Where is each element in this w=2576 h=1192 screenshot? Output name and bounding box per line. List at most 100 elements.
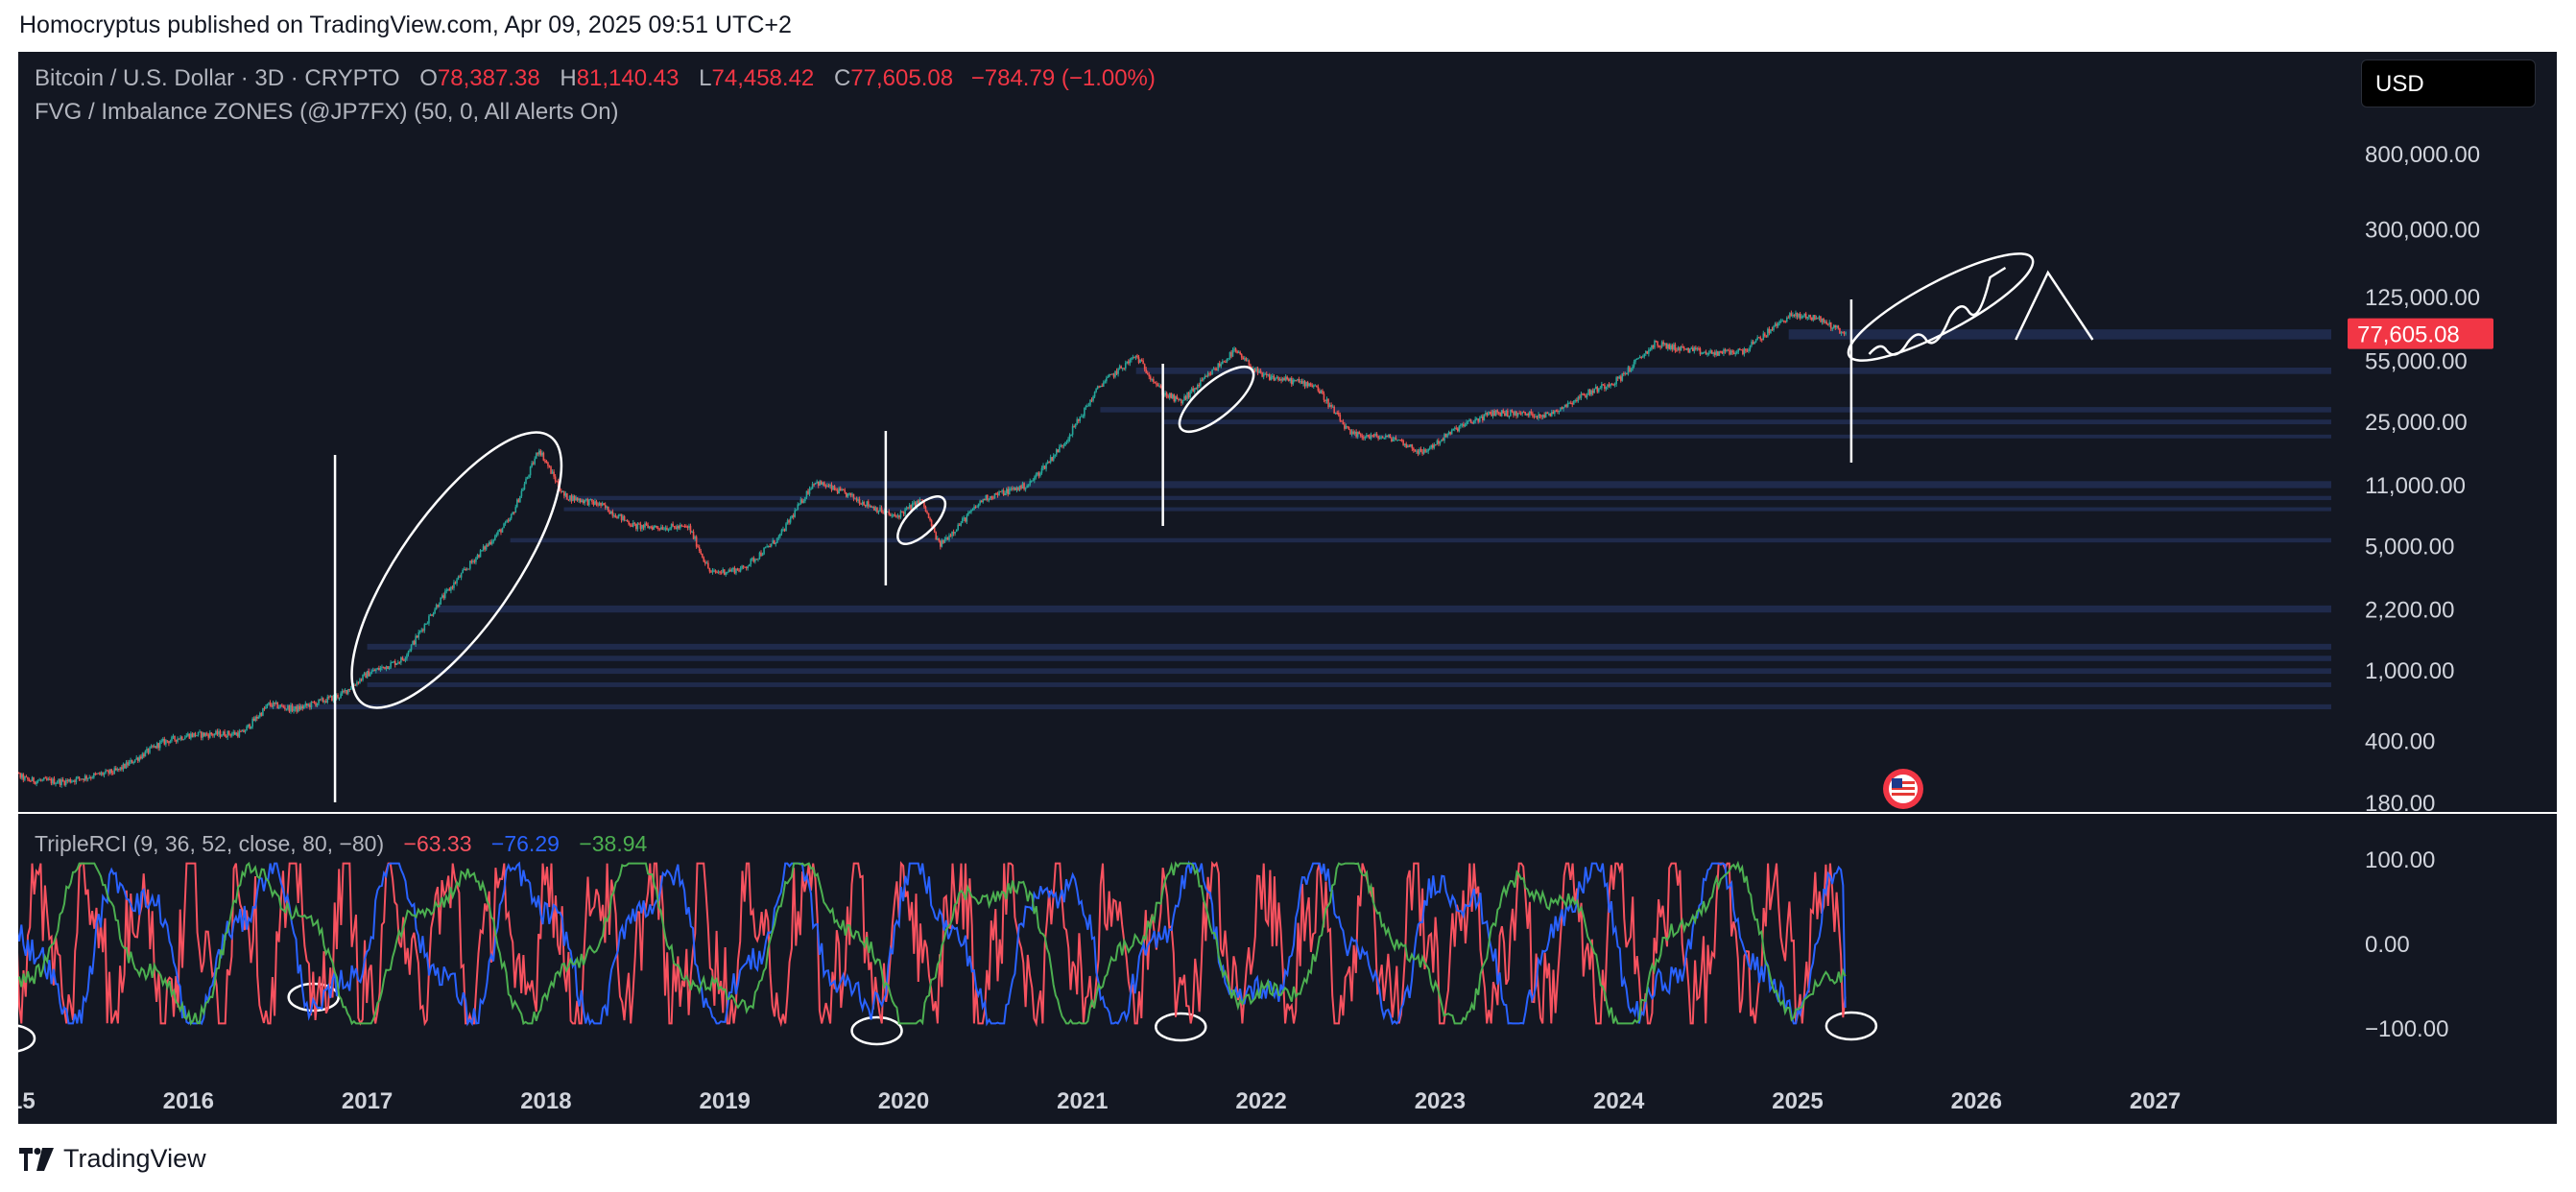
- rci-indicator-legend[interactable]: TripleRCI (9, 36, 52, close, 80, −80) −6…: [35, 831, 647, 857]
- symbol-title[interactable]: Bitcoin / U.S. Dollar · 3D · CRYPTO: [35, 65, 400, 91]
- candle: [1764, 331, 1766, 338]
- candle: [370, 669, 373, 675]
- candle: [869, 504, 871, 509]
- candle: [1419, 447, 1420, 456]
- candle: [128, 759, 131, 767]
- candle: [1117, 368, 1119, 377]
- candle: [669, 527, 671, 531]
- footer-brand[interactable]: TradingView: [19, 1144, 206, 1174]
- candle: [203, 732, 205, 737]
- candle: [1795, 310, 1797, 319]
- candle: [1410, 443, 1412, 448]
- candle: [898, 514, 900, 520]
- candle: [1610, 383, 1611, 389]
- candle: [1359, 432, 1362, 438]
- fvg-zone: [1162, 419, 2331, 425]
- candle: [1732, 349, 1735, 355]
- candle: [1405, 441, 1408, 449]
- candle: [1472, 419, 1475, 425]
- candle: [1580, 391, 1583, 400]
- candle: [1215, 367, 1218, 371]
- candle: [467, 568, 470, 570]
- candle: [642, 524, 645, 531]
- candle: [1107, 374, 1109, 378]
- candle: [451, 584, 454, 590]
- candle: [1114, 370, 1116, 379]
- candle: [1013, 486, 1015, 491]
- candle: [860, 502, 862, 505]
- candle: [1679, 346, 1681, 354]
- candle: [1673, 342, 1675, 351]
- candle: [213, 732, 216, 738]
- candle: [990, 495, 991, 500]
- fvg-zone: [1350, 434, 2331, 439]
- candle: [294, 705, 297, 712]
- candle: [1577, 395, 1580, 403]
- candle: [622, 514, 624, 522]
- candle: [579, 497, 582, 504]
- candle: [1322, 389, 1324, 394]
- candle: [584, 498, 587, 502]
- projection-squiggle: [1868, 266, 2007, 356]
- candle: [202, 731, 203, 741]
- candle: [463, 566, 465, 571]
- candle: [776, 537, 778, 544]
- candle: [478, 554, 480, 559]
- candle: [221, 733, 223, 737]
- candle: [886, 511, 889, 513]
- candle: [1438, 438, 1440, 446]
- candle: [965, 516, 966, 523]
- rci-tick-label: 100.00: [2365, 847, 2435, 873]
- rci-name[interactable]: TripleRCI (9, 36, 52, close, 80, −80): [35, 831, 385, 856]
- candle: [1789, 312, 1791, 320]
- chart-canvas[interactable]: 2,000,000.00800,000.00300,000.00125,000.…: [18, 52, 2557, 1124]
- candle: [777, 535, 780, 540]
- currency-button[interactable]: USD: [2361, 60, 2536, 107]
- candle: [85, 775, 87, 782]
- candle: [576, 497, 579, 502]
- candle: [1158, 383, 1160, 388]
- candle: [523, 481, 526, 490]
- candle: [733, 565, 736, 575]
- candle: [1561, 406, 1563, 410]
- candle: [250, 726, 252, 729]
- candle: [810, 487, 812, 490]
- candle: [844, 488, 847, 494]
- candle: [1225, 360, 1227, 364]
- time-tick-label: 2018: [520, 1088, 571, 1114]
- fvg-indicator-legend[interactable]: FVG / Imbalance ZONES (@JP7FX) (50, 0, A…: [35, 99, 619, 125]
- candle: [365, 671, 367, 679]
- candle: [1187, 391, 1190, 399]
- candle: [591, 498, 593, 505]
- candle: [1729, 347, 1730, 356]
- candle: [1201, 377, 1204, 382]
- fvg-zone: [563, 495, 2331, 501]
- candle: [196, 734, 198, 737]
- candle: [1264, 372, 1267, 375]
- candle: [447, 588, 449, 592]
- us-flag-icon: [1883, 769, 1923, 809]
- candle: [648, 526, 651, 530]
- candle: [1165, 391, 1168, 399]
- candle: [1801, 314, 1802, 320]
- candle: [1717, 350, 1719, 356]
- candle: [1040, 465, 1043, 475]
- candle: [835, 488, 837, 491]
- candle: [1801, 315, 1804, 319]
- candle: [207, 732, 210, 741]
- candle: [616, 515, 618, 519]
- candle: [18, 772, 20, 775]
- candle: [750, 558, 752, 567]
- candle: [299, 703, 302, 710]
- chart-area[interactable]: 2,000,000.00800,000.00300,000.00125,000.…: [18, 52, 2557, 1124]
- candle: [301, 703, 304, 711]
- candle: [1145, 367, 1147, 374]
- candle: [174, 735, 176, 742]
- candle: [1112, 372, 1115, 379]
- candle: [1821, 318, 1824, 325]
- candle: [1136, 353, 1138, 359]
- candle: [1270, 374, 1273, 381]
- candle: [1682, 344, 1683, 348]
- symbol-legend[interactable]: Bitcoin / U.S. Dollar · 3D · CRYPTO O78,…: [35, 65, 1156, 92]
- candle: [240, 729, 242, 732]
